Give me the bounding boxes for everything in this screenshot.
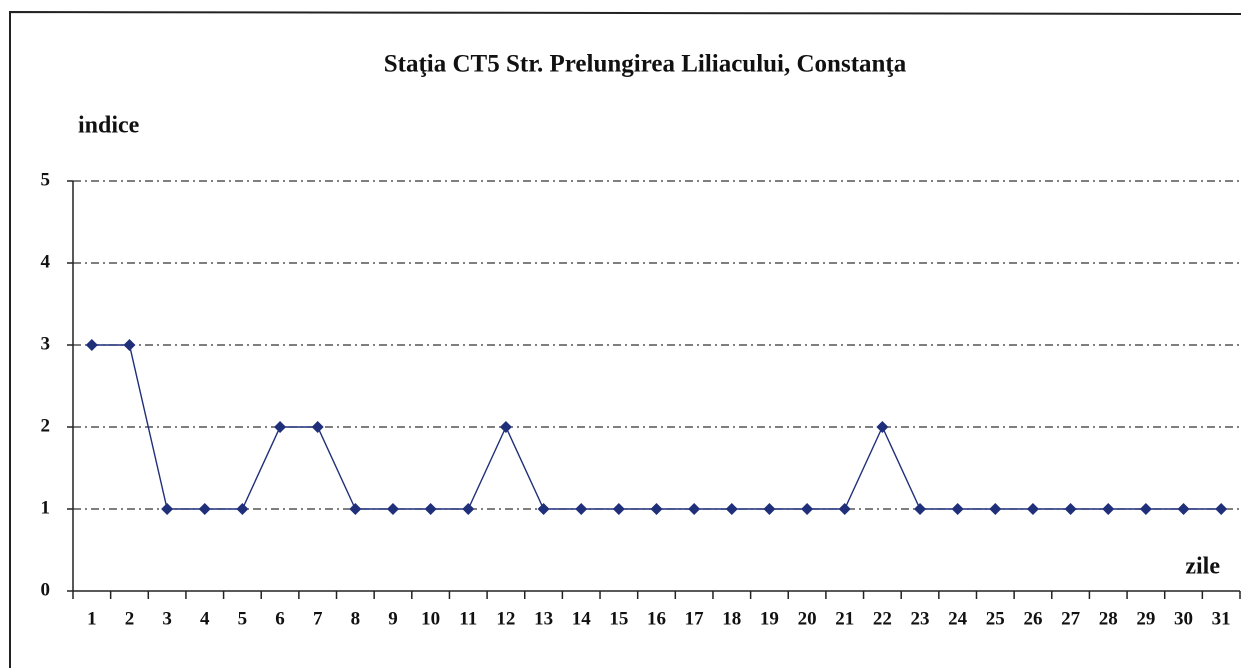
marker (236, 503, 249, 515)
marker (1102, 503, 1115, 515)
marker (311, 421, 324, 433)
x-tick-label: 30 (1174, 608, 1193, 629)
x-tick-label: 25 (986, 608, 1005, 629)
marker (575, 503, 588, 515)
x-tick-label: 28 (1099, 608, 1118, 629)
x-tick-label: 16 (647, 608, 666, 629)
marker (161, 503, 174, 515)
y-tick-label: 3 (41, 333, 51, 354)
x-tick-label: 3 (162, 608, 172, 629)
marker (1026, 503, 1039, 515)
marker (838, 503, 851, 515)
marker (801, 503, 814, 515)
x-axis-label: zile (1185, 554, 1220, 580)
x-tick-label: 27 (1061, 608, 1081, 629)
marker (1215, 503, 1228, 515)
x-tick-label: 19 (760, 608, 779, 629)
y-tick-label: 0 (41, 579, 51, 600)
marker (537, 503, 550, 515)
marker (951, 503, 964, 515)
x-tick-label: 8 (351, 608, 361, 629)
marker (650, 503, 663, 515)
x-tick-label: 20 (798, 608, 817, 629)
x-tick-label: 14 (572, 608, 592, 629)
marker (989, 503, 1002, 515)
y-tick-label: 5 (41, 169, 51, 190)
marker (612, 503, 625, 515)
marker (198, 503, 211, 515)
marker (274, 421, 287, 433)
x-tick-label: 31 (1212, 608, 1231, 629)
y-tick-label: 1 (41, 497, 51, 518)
chart-title: Staţia CT5 Str. Prelungirea Liliacului, … (384, 51, 907, 78)
x-tick-label: 7 (313, 608, 323, 629)
x-tick-label: 22 (873, 608, 892, 629)
marker (725, 503, 738, 515)
x-tick-label: 5 (238, 608, 248, 629)
x-tick-label: 17 (685, 608, 705, 629)
x-tick-label: 10 (421, 608, 440, 629)
x-tick-label: 23 (911, 608, 930, 629)
x-tick-label: 4 (200, 608, 210, 629)
x-tick-label: 15 (609, 608, 628, 629)
x-tick-label: 24 (948, 608, 968, 629)
x-tick-label: 1 (87, 608, 97, 629)
x-tick-label: 18 (722, 608, 741, 629)
marker (85, 339, 98, 351)
x-tick-label: 2 (125, 608, 135, 629)
marker (914, 503, 927, 515)
marker (1177, 503, 1190, 515)
y-tick-label: 2 (41, 415, 51, 436)
frame (9, 10, 1241, 668)
x-tick-label: 29 (1136, 608, 1155, 629)
y-axis-label: indice (78, 113, 140, 139)
marker (1139, 503, 1152, 515)
x-tick-label: 26 (1023, 608, 1042, 629)
marker (123, 339, 136, 351)
x-tick-label: 6 (275, 608, 285, 629)
marker (763, 503, 776, 515)
marker (349, 503, 362, 515)
x-tick-label: 21 (835, 608, 854, 629)
marker (688, 503, 701, 515)
x-tick-label: 13 (534, 608, 553, 629)
x-tick-label: 9 (388, 608, 398, 629)
x-tick-label: 11 (459, 608, 477, 629)
y-tick-label: 4 (41, 251, 51, 272)
marker (462, 503, 475, 515)
marker (386, 503, 399, 515)
marker (424, 503, 437, 515)
x-tick-label: 12 (496, 608, 515, 629)
marker (1064, 503, 1077, 515)
marker (499, 421, 512, 433)
marker (876, 421, 889, 433)
